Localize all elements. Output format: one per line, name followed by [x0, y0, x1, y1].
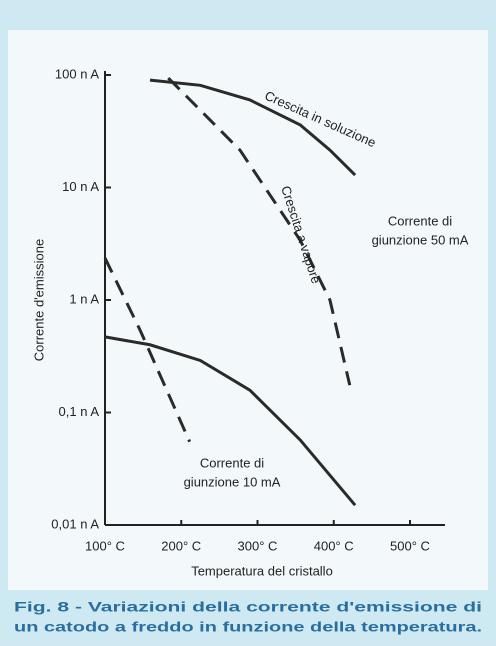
series-line: [103, 257, 192, 443]
y-axis-label: Corrente d'emissione: [31, 239, 46, 361]
x-tick-label: 500° C: [390, 538, 430, 553]
annotation: Corrente di: [200, 455, 264, 470]
y-tick-label: 1 n A: [69, 291, 99, 306]
series-line: [167, 76, 352, 386]
x-axis-label: Temperatura del cristallo: [191, 563, 333, 578]
annotation: Corrente di: [388, 213, 452, 228]
annotation: giunzione 10 mA: [184, 474, 281, 489]
y-tick-label: 0,1 n A: [59, 404, 100, 419]
y-tick-label: 0,01 n A: [51, 516, 99, 531]
x-tick-label: 300° C: [238, 538, 278, 553]
annotation: giunzione 50 mA: [372, 232, 469, 247]
x-tick-label: 100° C: [85, 538, 125, 553]
x-tick-label: 200° C: [161, 538, 201, 553]
series-line: [104, 335, 357, 507]
series-line: [149, 78, 357, 177]
y-tick-label: 100 n A: [55, 66, 99, 81]
caption: Fig. 8 - Variazioni della corrente d'emi…: [14, 599, 482, 615]
panel: [8, 30, 488, 590]
x-tick-label: 400° C: [314, 538, 354, 553]
y-tick-label: 10 n A: [62, 179, 99, 194]
caption: un catodo a freddo in funzione della tem…: [14, 619, 482, 635]
